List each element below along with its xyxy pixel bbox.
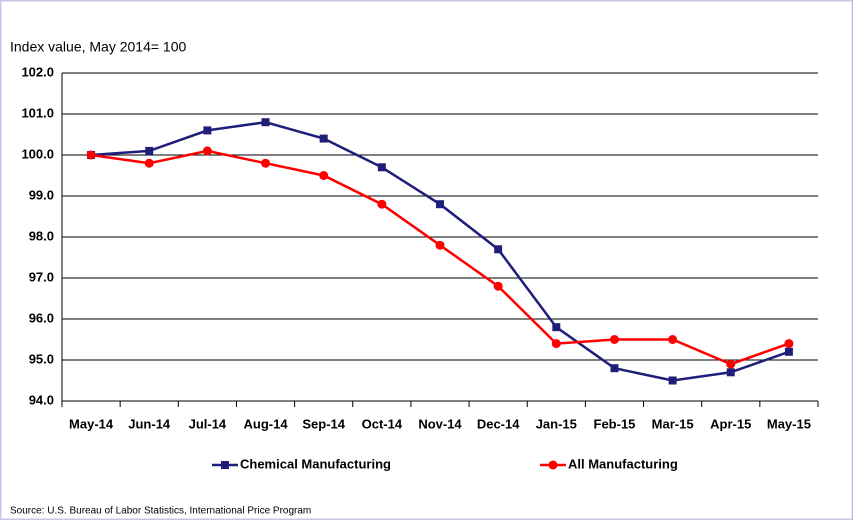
x-tick-label: Mar-15 <box>652 416 694 431</box>
x-tick-label: Oct-14 <box>362 416 403 431</box>
y-tick-label: 99.0 <box>29 187 54 202</box>
data-point <box>86 150 96 160</box>
legend-marker <box>221 461 229 469</box>
legend-label: All Manufacturing <box>568 456 678 471</box>
x-tick-label: Feb-15 <box>594 416 636 431</box>
data-point <box>144 158 154 168</box>
x-tick-label: Sep-14 <box>302 416 345 431</box>
y-tick-label: 98.0 <box>29 228 54 243</box>
data-point <box>435 240 445 250</box>
y-tick-label: 97.0 <box>29 269 54 284</box>
y-tick-label: 102.0 <box>21 64 54 79</box>
data-point <box>784 347 793 356</box>
data-point <box>319 134 328 143</box>
data-point <box>668 376 677 385</box>
x-tick-label: Dec-14 <box>477 416 520 431</box>
data-point <box>668 335 678 344</box>
data-point <box>261 118 270 127</box>
data-point <box>261 158 271 168</box>
x-tick-label: Jun-14 <box>128 416 171 431</box>
x-tick-label: Aug-14 <box>244 416 289 431</box>
x-tick-label: Jul-14 <box>189 416 227 431</box>
data-point <box>145 146 154 155</box>
data-point <box>319 171 329 180</box>
data-point <box>494 245 503 254</box>
x-tick-label: Apr-15 <box>710 416 751 431</box>
y-tick-label: 94.0 <box>29 392 54 407</box>
data-point <box>436 200 444 209</box>
data-point <box>493 281 503 291</box>
y-tick-label: 96.0 <box>29 310 54 325</box>
data-point <box>726 359 736 369</box>
data-point <box>551 339 561 349</box>
legend-label: Chemical Manufacturing <box>240 456 391 471</box>
x-tick-label: May-14 <box>69 416 114 431</box>
data-point <box>610 364 619 373</box>
y-tick-label: 101.0 <box>21 105 54 120</box>
x-tick-label: Jan-15 <box>536 416 577 431</box>
data-point <box>784 339 794 349</box>
source: Source: U.S. Bureau of Labor Statistics,… <box>10 506 311 517</box>
data-point <box>552 323 561 332</box>
x-tick-label: May-15 <box>767 416 811 431</box>
data-point <box>726 368 735 377</box>
data-point <box>377 163 386 172</box>
legend-marker <box>548 460 558 470</box>
data-point <box>377 199 387 209</box>
data-point <box>202 146 212 156</box>
y-tick-label: 100.0 <box>21 146 54 161</box>
data-point <box>203 126 212 135</box>
x-tick-label: Nov-14 <box>418 416 462 431</box>
y-tick-label: 95.0 <box>29 351 54 366</box>
data-point <box>609 335 619 344</box>
chart-title: Index value, May 2014= 100 <box>10 39 187 55</box>
